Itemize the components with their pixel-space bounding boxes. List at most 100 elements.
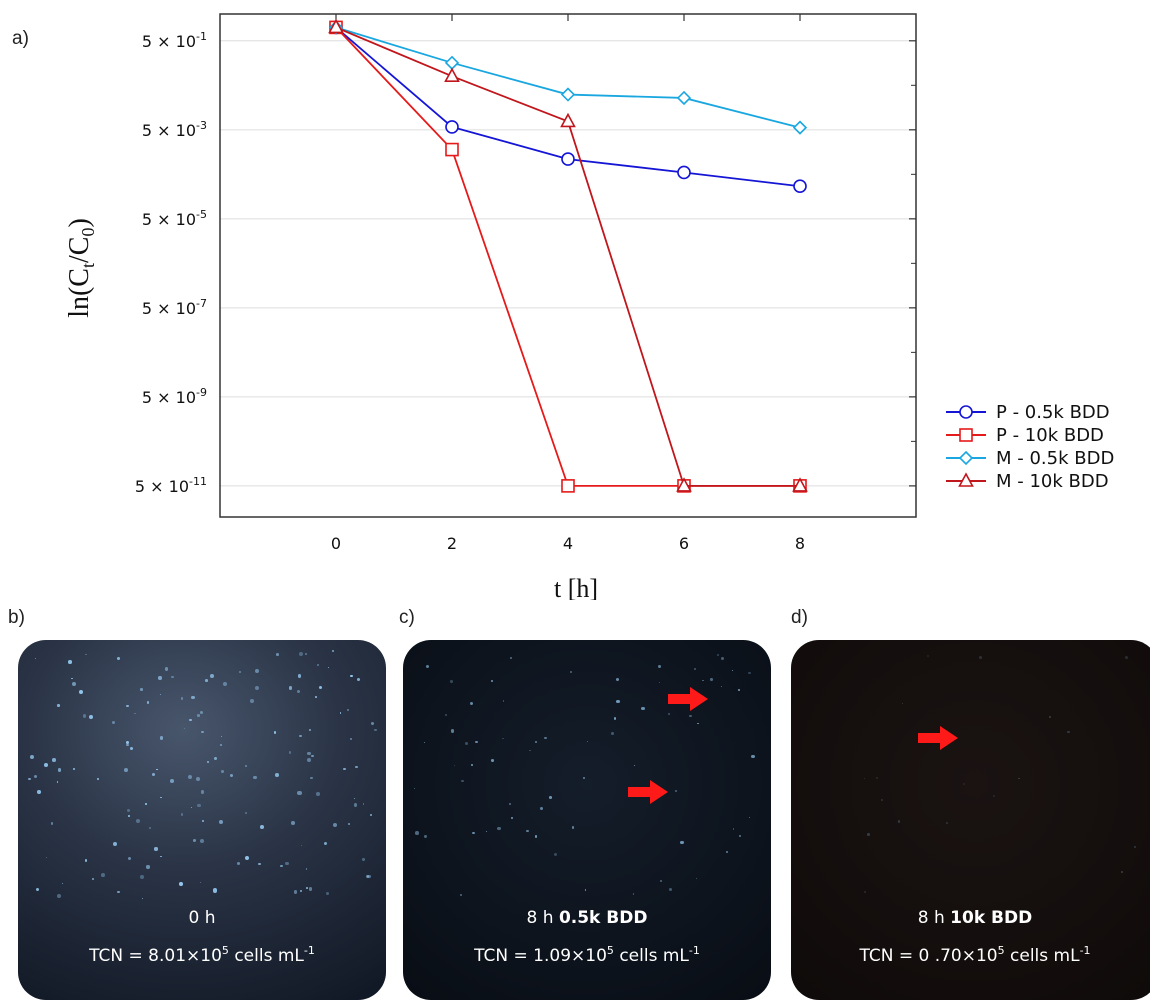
cell-speck [126, 704, 129, 708]
cell-speck [249, 699, 254, 703]
cell-speck [881, 798, 883, 801]
cell-speck [141, 897, 143, 899]
cell-speck [35, 658, 37, 660]
cell-speck [290, 820, 295, 825]
data-point [792, 120, 808, 135]
cell-speck [425, 665, 429, 669]
cell-speck [46, 856, 48, 858]
data-point [561, 152, 575, 166]
cell-speck [658, 682, 661, 684]
cell-speck [219, 819, 224, 824]
cell-speck [1133, 846, 1136, 849]
cell-speck [867, 833, 870, 836]
micrograph-8h-10k-bdd: 8 h 10k BDD TCN = 0 .70×105 cells mL-1 [791, 640, 1150, 1000]
cell-speck [50, 822, 54, 825]
cell-speck [309, 887, 313, 891]
cell-speck [526, 829, 529, 833]
cell-speck [134, 712, 137, 715]
x-tick-label: 6 [679, 534, 689, 553]
cell-speck [413, 787, 416, 789]
cell-speck [288, 686, 293, 691]
cell-speck [475, 740, 479, 744]
cell-speck [28, 777, 31, 781]
cell-speck [327, 666, 329, 668]
cell-speck [461, 780, 464, 783]
cell-speck [255, 686, 260, 691]
cell-speck [688, 714, 692, 718]
series-3 [328, 18, 808, 492]
cell-speck [346, 708, 349, 711]
cell-speck [200, 881, 202, 883]
cell-speck [191, 695, 195, 700]
cell-speck [197, 714, 200, 718]
cell-speck [276, 653, 279, 657]
cell-speck [370, 721, 374, 726]
cell-speck [71, 682, 76, 687]
cell-speck [126, 741, 130, 745]
cell-speck [584, 889, 587, 891]
y-tick-label: 5 × 10-7 [142, 297, 207, 318]
cell-speck [160, 855, 162, 858]
cell-speck [117, 657, 120, 660]
cell-speck [112, 842, 117, 847]
red-arrow-icon [918, 726, 958, 750]
y-tick-label: 5 × 10-11 [135, 475, 207, 496]
cell-speck [1124, 656, 1128, 659]
legend-label: M - 10k BDD [996, 471, 1109, 492]
cell-speck [126, 743, 129, 747]
cell-speck [91, 877, 94, 881]
cell-speck [305, 652, 308, 655]
cell-speck [275, 772, 280, 777]
cell-speck [305, 868, 308, 870]
caption-tcn: TCN = 0 .70×105 cells mL-1 [859, 944, 1091, 966]
cell-speck [667, 712, 671, 716]
caption-time: 8 h 10k BDD [917, 908, 1033, 928]
cell-speck [209, 674, 214, 679]
data-point [677, 165, 691, 180]
data-point [676, 90, 692, 106]
cell-speck [731, 670, 734, 672]
cell-speck [273, 731, 277, 734]
cell-speck [223, 682, 228, 686]
cell-speck [669, 888, 673, 892]
legend-entry: M - 10k BDD [946, 471, 1109, 492]
cell-speck [332, 650, 335, 653]
panel-label-c: c) [399, 607, 415, 628]
cell-speck [229, 774, 233, 778]
cell-speck [1121, 871, 1123, 873]
cell-speck [306, 886, 308, 889]
cell-speck [139, 875, 144, 880]
caption-time: 0 h [188, 908, 216, 928]
cell-speck [509, 657, 513, 660]
cell-speck [37, 790, 42, 795]
data-point [676, 477, 692, 492]
cell-speck [214, 756, 218, 761]
cell-speck [300, 889, 303, 892]
cell-speck [212, 888, 217, 893]
cell-speck [349, 674, 353, 678]
cell-speck [82, 714, 86, 718]
cell-speck [502, 700, 505, 702]
cell-speck [534, 741, 537, 744]
cell-speck [170, 779, 174, 784]
cell-speck [183, 727, 185, 729]
cell-speck [674, 789, 678, 793]
cell-speck [288, 751, 292, 754]
y-axis-title: ln(Ct/C0) [64, 218, 98, 318]
grid-lines [220, 40, 916, 487]
cell-speck [365, 874, 369, 878]
cell-speck [171, 675, 175, 679]
cell-speck [57, 768, 62, 772]
cell-speck [200, 710, 204, 715]
cell-speck [471, 764, 473, 767]
data-point [445, 142, 459, 157]
data-point [561, 479, 575, 493]
cell-speck [553, 852, 557, 857]
x-tick-label: 4 [563, 534, 573, 553]
cell-speck [238, 671, 241, 673]
cell-speck [310, 776, 313, 780]
cell-speck [89, 714, 94, 719]
cell-speck [445, 714, 448, 717]
cell-speck [199, 839, 204, 844]
